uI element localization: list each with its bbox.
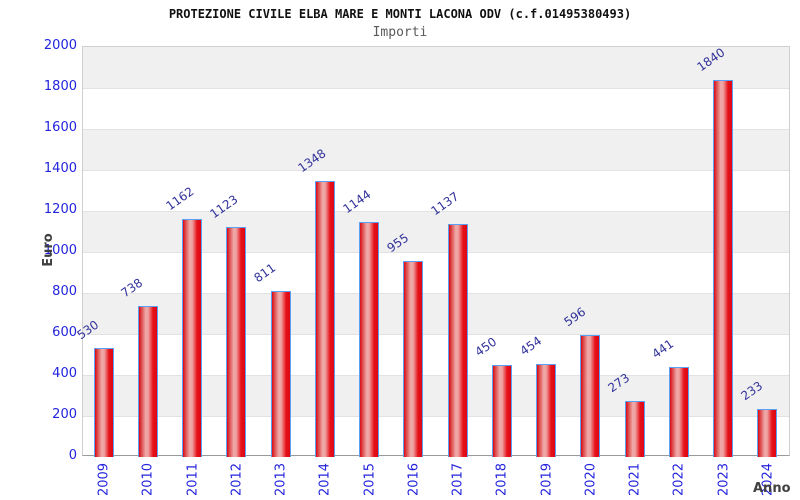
x-tick-label: 2011 (185, 462, 201, 497)
grid-band (83, 129, 789, 170)
x-tick-label: 2014 (317, 462, 333, 497)
y-tick-label: 1400 (43, 161, 77, 176)
bar (359, 222, 380, 457)
x-tick-label: 2015 (362, 462, 378, 497)
x-tick-label: 2021 (627, 462, 643, 497)
y-gridline (83, 416, 789, 417)
x-tick-label: 2010 (140, 462, 156, 497)
y-gridline (83, 334, 789, 335)
x-tick-label: 2012 (229, 462, 245, 497)
bar (137, 305, 158, 457)
bar (270, 290, 291, 457)
bar (447, 223, 468, 457)
plot-area (82, 46, 790, 457)
y-gridline (83, 129, 789, 130)
y-gridline (83, 170, 789, 171)
bar (713, 79, 734, 457)
bar (314, 180, 335, 457)
bar (93, 348, 114, 457)
chart-subtitle: Importi (372, 25, 428, 40)
grid-band (83, 47, 789, 88)
bar (624, 401, 645, 457)
x-tick-label: 2018 (494, 462, 510, 497)
x-tick-label: 2016 (406, 462, 422, 497)
bar (757, 409, 778, 457)
y-gridline (83, 375, 789, 376)
bar (182, 218, 203, 457)
y-axis-title: Euro (41, 233, 56, 267)
x-tick-label: 2020 (583, 462, 599, 497)
y-tick-label: 2000 (43, 38, 77, 53)
y-tick-label: 1000 (43, 243, 77, 258)
y-tick-label: 200 (52, 407, 77, 422)
y-tick-label: 800 (52, 284, 77, 299)
bar (536, 363, 557, 457)
x-tick-label: 2023 (716, 462, 732, 497)
x-tick-label: 2017 (450, 462, 466, 497)
y-tick-label: 400 (52, 366, 77, 381)
y-gridline (83, 88, 789, 89)
x-tick-label: 2013 (273, 462, 289, 497)
bar (580, 334, 601, 457)
bar (491, 364, 512, 457)
y-gridline (83, 211, 789, 212)
y-tick-label: 1800 (43, 79, 77, 94)
bar (403, 261, 424, 457)
x-tick-label: 2022 (671, 462, 687, 497)
y-tick-label: 1600 (43, 120, 77, 135)
x-axis-title: Anno (753, 481, 791, 496)
x-tick-label: 2009 (96, 462, 112, 497)
y-tick-label: 600 (52, 325, 77, 340)
y-gridline (83, 293, 789, 294)
chart-title: PROTEZIONE CIVILE ELBA MARE E MONTI LACO… (168, 7, 632, 21)
y-tick-label: 1200 (43, 202, 77, 217)
bar (668, 366, 689, 457)
bar (226, 226, 247, 457)
y-gridline (83, 252, 789, 253)
y-tick-label: 0 (68, 448, 77, 463)
x-tick-label: 2019 (539, 462, 555, 497)
